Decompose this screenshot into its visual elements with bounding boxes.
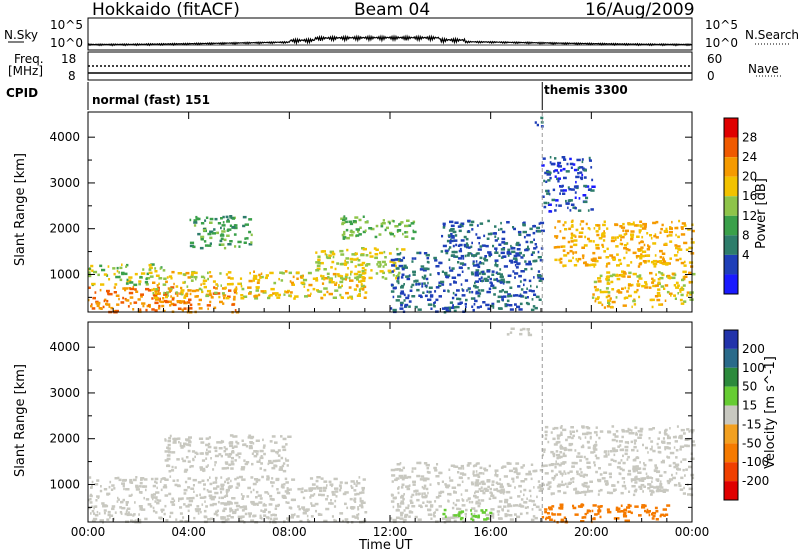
site-title: Hokkaido (fitACF) bbox=[92, 0, 240, 20]
velocity-colorbar-frame bbox=[723, 329, 739, 501]
velocity-colorbar-segment bbox=[724, 462, 738, 482]
power-colorbar-tick: 28 bbox=[742, 131, 757, 145]
velocity-cluster bbox=[164, 434, 292, 473]
power-colorbar-tick: 4 bbox=[742, 248, 750, 262]
power-colorbar-tick: 24 bbox=[742, 150, 757, 164]
beam-title: Beam 04 bbox=[354, 0, 431, 20]
velocity-colorbar-segment bbox=[724, 367, 738, 387]
power-colorbar-segment bbox=[724, 176, 738, 197]
xtick-label: 12:00 bbox=[373, 525, 408, 539]
velocity-cluster bbox=[390, 461, 544, 524]
velocity-colorbar-tick: 100 bbox=[742, 361, 765, 375]
noise-right-tick-bottom: 10^0 bbox=[705, 36, 738, 50]
velocity-cluster bbox=[506, 327, 533, 337]
power-colorbar-segment bbox=[724, 235, 738, 255]
noise-sky-label: N.Sky bbox=[4, 28, 39, 42]
power-cluster bbox=[88, 263, 167, 287]
noise-tick-bottom: 10^0 bbox=[50, 36, 83, 50]
xtick-label: 20:00 bbox=[574, 525, 609, 539]
noise-panel-frame bbox=[87, 17, 693, 51]
power-cluster bbox=[440, 219, 545, 259]
xtick-label: 08:00 bbox=[272, 525, 307, 539]
velocity-ytick-label: 3000 bbox=[49, 386, 80, 400]
xaxis-label: Time UT bbox=[359, 538, 413, 553]
velocity-cluster bbox=[88, 475, 368, 524]
freq-label: Freq. bbox=[14, 52, 44, 66]
power-cluster bbox=[390, 251, 544, 314]
cpid-program-1: normal (fast) 151 bbox=[92, 93, 210, 107]
velocity-colorbar-segment bbox=[724, 443, 738, 463]
noise-trace bbox=[87, 34, 693, 47]
velocity-colorbar-segment bbox=[724, 386, 738, 406]
velocity-ytick-label: 4000 bbox=[49, 340, 80, 354]
noise-tick-top: 10^5 bbox=[50, 18, 83, 32]
velocity-background bbox=[88, 322, 692, 522]
power-colorbar-tick: 8 bbox=[742, 228, 750, 242]
velocity-colorbar-segment bbox=[724, 424, 738, 444]
power-colorbar-frame bbox=[723, 117, 739, 295]
velocity-colorbar-tick: 200 bbox=[742, 342, 765, 356]
power-cluster bbox=[591, 270, 696, 309]
velocity-colorbar-tick: 15 bbox=[742, 399, 757, 413]
freq-tick-top: 18 bbox=[61, 52, 77, 66]
date-title: 16/Aug/2009 bbox=[585, 0, 695, 20]
power-cluster bbox=[553, 219, 695, 268]
velocity-ytick-label: 1000 bbox=[49, 477, 80, 491]
power-ytick-label: 2000 bbox=[49, 222, 80, 236]
velocity-ytick-label: 2000 bbox=[49, 432, 80, 446]
velocity-colorbar-tick: -50 bbox=[742, 436, 762, 450]
noise-search-label: N.Search bbox=[745, 28, 800, 42]
velocity-colorbar-segment bbox=[724, 405, 738, 425]
velocity-colorbar-tick: -200 bbox=[742, 474, 769, 488]
velocity-colorbar-segment bbox=[724, 330, 738, 349]
nave-tick-bottom: 0 bbox=[707, 69, 715, 83]
velocity-colorbar-tick: 50 bbox=[742, 380, 757, 394]
power-cluster bbox=[541, 156, 596, 213]
power-colorbar-segment bbox=[724, 157, 738, 177]
power-colorbar-segment bbox=[724, 254, 738, 275]
power-colorbar-tick: 20 bbox=[742, 170, 757, 184]
xtick-label: 04:00 bbox=[171, 525, 206, 539]
cpid-program-2: themis 3300 bbox=[544, 83, 628, 97]
velocity-colorbar-segment bbox=[724, 481, 738, 500]
power-colorbar-segment bbox=[724, 274, 738, 294]
power-colorbar-segment bbox=[724, 118, 738, 138]
power-cluster bbox=[315, 247, 406, 282]
velocity-colorbar-segment bbox=[724, 348, 738, 368]
xtick-label: 00:00 bbox=[675, 525, 710, 539]
power-colorbar-tick: 12 bbox=[742, 209, 757, 223]
velocity-cluster bbox=[442, 508, 493, 522]
power-cluster bbox=[189, 215, 253, 250]
velocity-colorbar-tick: -15 bbox=[742, 417, 762, 431]
velocity-cluster bbox=[541, 425, 696, 497]
power-ytick-label: 3000 bbox=[49, 176, 80, 190]
cpid-label: CPID bbox=[6, 86, 39, 100]
power-colorbar-tick: 16 bbox=[742, 189, 757, 203]
power-colorbar-segment bbox=[724, 215, 738, 236]
power-colorbar-segment bbox=[724, 137, 738, 158]
freq-tick-bottom: 8 bbox=[68, 69, 76, 83]
velocity-colorbar-tick: -100 bbox=[742, 455, 769, 469]
xtick-label: 16:00 bbox=[473, 525, 508, 539]
xtick-label: 00:00 bbox=[71, 525, 106, 539]
power-colorbar-segment bbox=[724, 196, 738, 216]
power-cluster bbox=[340, 215, 417, 240]
power-ytick-label: 1000 bbox=[49, 267, 80, 281]
power-ytick-label: 4000 bbox=[49, 130, 80, 144]
noise-right-tick-top: 10^5 bbox=[705, 18, 738, 32]
nave-tick-top: 60 bbox=[707, 52, 723, 66]
nave-label: Nave bbox=[748, 62, 779, 76]
freq-unit-label: [MHz] bbox=[8, 64, 44, 78]
